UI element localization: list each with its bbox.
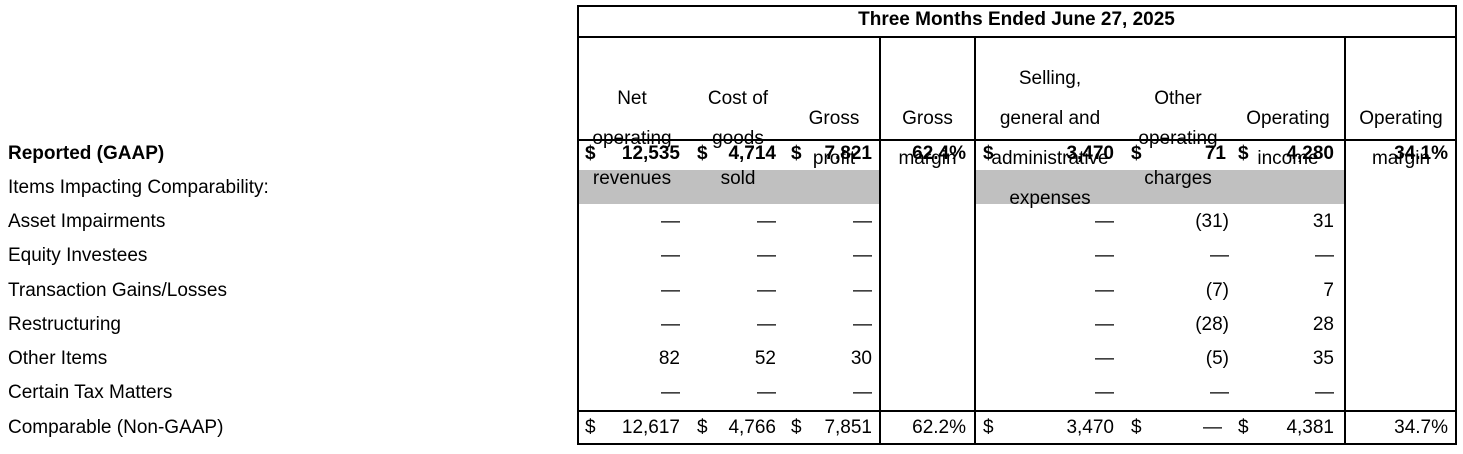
border-left: [577, 5, 579, 445]
divider-after-gross-margin: [974, 36, 976, 445]
cell-gross-profit: —: [853, 211, 872, 232]
cell-gross-profit: 7,821: [824, 143, 872, 164]
cell-revenues: —: [661, 314, 680, 335]
cell-other-charges: —: [1210, 382, 1229, 403]
row-label-certain-tax: Certain Tax Matters: [8, 382, 173, 403]
col-header-revenues: Net operating revenues: [592, 88, 672, 189]
cell-gross-profit: —: [853, 245, 872, 266]
cell-cogs: 4,714: [728, 143, 776, 164]
cell-sga: —: [1095, 211, 1114, 232]
currency-symbol: $: [697, 143, 708, 164]
cell-revenues: —: [661, 280, 680, 301]
cell-other-charges: —: [1203, 417, 1222, 438]
currency-symbol: $: [983, 143, 994, 164]
cell-operating-income: —: [1315, 245, 1334, 266]
cell-gross-profit: —: [853, 382, 872, 403]
currency-symbol: $: [791, 417, 802, 438]
cell-revenues: 12,617: [621, 417, 680, 438]
col-header-operating-income: Operating income: [1246, 108, 1330, 169]
currency-symbol: $: [1131, 143, 1142, 164]
cell-revenues: —: [661, 211, 680, 232]
currency-symbol: $: [697, 417, 708, 438]
cell-cogs: —: [757, 211, 776, 232]
col-header-gross-profit: Gross profit: [808, 108, 860, 169]
border-above-total: [577, 410, 1457, 412]
cell-revenues: 12,535: [621, 143, 680, 164]
border-right: [1455, 5, 1457, 445]
currency-symbol: $: [983, 417, 994, 438]
border-bottom: [577, 443, 1457, 445]
cell-operating-margin: 34.7%: [1394, 417, 1448, 438]
cell-cogs: —: [757, 314, 776, 335]
cell-operating-income: 4,280: [1286, 143, 1334, 164]
cell-other-charges: (31): [1195, 211, 1229, 232]
divider-after-operating-income: [1344, 36, 1346, 445]
border-top: [577, 5, 1457, 7]
cell-operating-income: 35: [1312, 348, 1334, 369]
divider-after-gross-profit: [879, 36, 881, 445]
row-label-reported: Reported (GAAP): [8, 143, 165, 164]
row-label-comparable: Comparable (Non-GAAP): [8, 417, 224, 438]
cell-gross-profit: —: [853, 314, 872, 335]
cell-other-charges: 71: [1204, 143, 1226, 164]
cell-operating-income: 28: [1312, 314, 1334, 335]
cell-sga: —: [1095, 348, 1114, 369]
row-label-other-items: Other Items: [8, 348, 108, 369]
currency-symbol: $: [1238, 143, 1249, 164]
shade-right-group: [976, 170, 1344, 204]
cell-operating-income: —: [1315, 382, 1334, 403]
cell-other-charges: (5): [1205, 348, 1229, 369]
cell-gross-profit: 7,851: [824, 417, 872, 438]
cell-cogs: 4,766: [728, 417, 776, 438]
table-title: Three Months Ended June 27, 2025: [858, 9, 1175, 30]
cell-gross-margin: 62.4%: [912, 143, 966, 164]
currency-symbol: $: [585, 417, 596, 438]
row-label-transaction-gains: Transaction Gains/Losses: [8, 280, 227, 301]
row-label-restructuring: Restructuring: [8, 314, 121, 335]
col-header-gross-margin: Gross margin: [898, 108, 957, 169]
cell-sga: 3,470: [1066, 417, 1114, 438]
col-header-other-charges: Other operating charges: [1138, 88, 1218, 189]
border-under-headers: [577, 139, 1457, 141]
cell-cogs: —: [757, 280, 776, 301]
border-under-title: [577, 36, 1457, 38]
cell-gross-margin: 62.2%: [912, 417, 966, 438]
currency-symbol: $: [1238, 417, 1249, 438]
cell-revenues: —: [661, 245, 680, 266]
col-header-operating-margin: Operating margin: [1359, 108, 1443, 169]
row-label-items-impacting: Items Impacting Comparability:: [8, 177, 269, 198]
cell-operating-income: 31: [1312, 211, 1334, 232]
cell-sga: —: [1095, 280, 1114, 301]
currency-symbol: $: [791, 143, 802, 164]
cell-revenues: —: [661, 382, 680, 403]
col-header-sga: Selling, general and administrative expe…: [991, 68, 1109, 209]
cell-cogs: 52: [754, 348, 776, 369]
currency-symbol: $: [585, 143, 596, 164]
cell-sga: 3,470: [1066, 143, 1114, 164]
cell-sga: —: [1095, 382, 1114, 403]
cell-cogs: —: [757, 382, 776, 403]
cell-revenues: 82: [658, 348, 680, 369]
cell-operating-margin: 34.1%: [1394, 143, 1448, 164]
cell-cogs: —: [757, 245, 776, 266]
cell-other-charges: (7): [1205, 280, 1229, 301]
cell-other-charges: —: [1210, 245, 1229, 266]
cell-sga: —: [1095, 245, 1114, 266]
cell-gross-profit: 30: [850, 348, 872, 369]
cell-gross-profit: —: [853, 280, 872, 301]
cell-other-charges: (28): [1195, 314, 1229, 335]
cell-sga: —: [1095, 314, 1114, 335]
col-header-cogs: Cost of goods sold: [707, 88, 769, 189]
cell-operating-income: 4,381: [1286, 417, 1334, 438]
row-label-asset-impairments: Asset Impairments: [8, 211, 166, 232]
row-label-equity-investees: Equity Investees: [8, 245, 148, 266]
shade-left-group: [579, 170, 879, 204]
currency-symbol: $: [1131, 417, 1142, 438]
cell-operating-income: 7: [1323, 280, 1334, 301]
